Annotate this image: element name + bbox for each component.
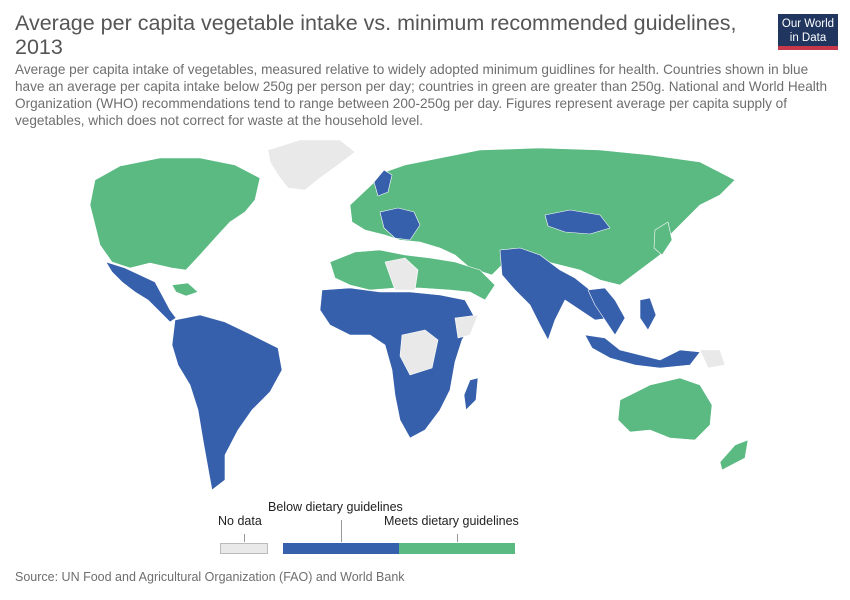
legend-tick-no-data <box>244 534 245 542</box>
region-mongolia <box>544 209 611 235</box>
chart-subtitle: Average per capita intake of vegetables,… <box>15 62 828 128</box>
world-map <box>89 139 749 491</box>
region-philippines <box>639 297 657 331</box>
region-maritime-asia <box>584 334 701 369</box>
source-note: Source: UN Food and Agricultural Organiz… <box>15 570 405 584</box>
region-greenland <box>267 139 356 191</box>
legend-label-meets: Meets dietary guidelines <box>384 514 519 528</box>
logo-line-1: Our World <box>781 18 835 30</box>
region-southeast-asia <box>587 287 626 336</box>
region-sub-saharan-africa <box>319 287 476 439</box>
region-png-nodata <box>699 349 726 369</box>
legend-swatch-meets[interactable] <box>399 543 515 554</box>
region-new-zealand <box>719 439 749 471</box>
legend-tick-below <box>341 520 342 542</box>
legend-swatch-below[interactable] <box>283 543 399 554</box>
region-caribbean <box>171 282 199 297</box>
region-north-america <box>89 157 261 271</box>
legend-tick-meets <box>457 534 458 542</box>
region-sahara-nodata <box>384 257 419 291</box>
legend-label-below: Below dietary guidelines <box>268 500 403 514</box>
region-mexico-central-america <box>105 261 177 323</box>
legend-label-no-data: No data <box>218 514 262 528</box>
region-madagascar <box>463 377 479 411</box>
region-south-america <box>171 314 283 491</box>
chart-title: Average per capita vegetable intake vs. … <box>15 11 737 59</box>
region-horn-africa-nodata <box>454 314 479 339</box>
legend-swatch-no-data[interactable] <box>220 543 268 554</box>
region-australia <box>617 377 713 441</box>
logo-line-2: in Data <box>789 32 827 44</box>
region-eastern-europe <box>379 207 421 241</box>
region-central-africa-nodata <box>399 329 439 376</box>
region-japan <box>653 221 673 256</box>
region-south-asia <box>499 247 611 341</box>
owid-logo[interactable]: Our World in Data <box>778 14 838 50</box>
region-nordic-below <box>373 169 393 197</box>
region-eurasia-north <box>349 147 736 286</box>
